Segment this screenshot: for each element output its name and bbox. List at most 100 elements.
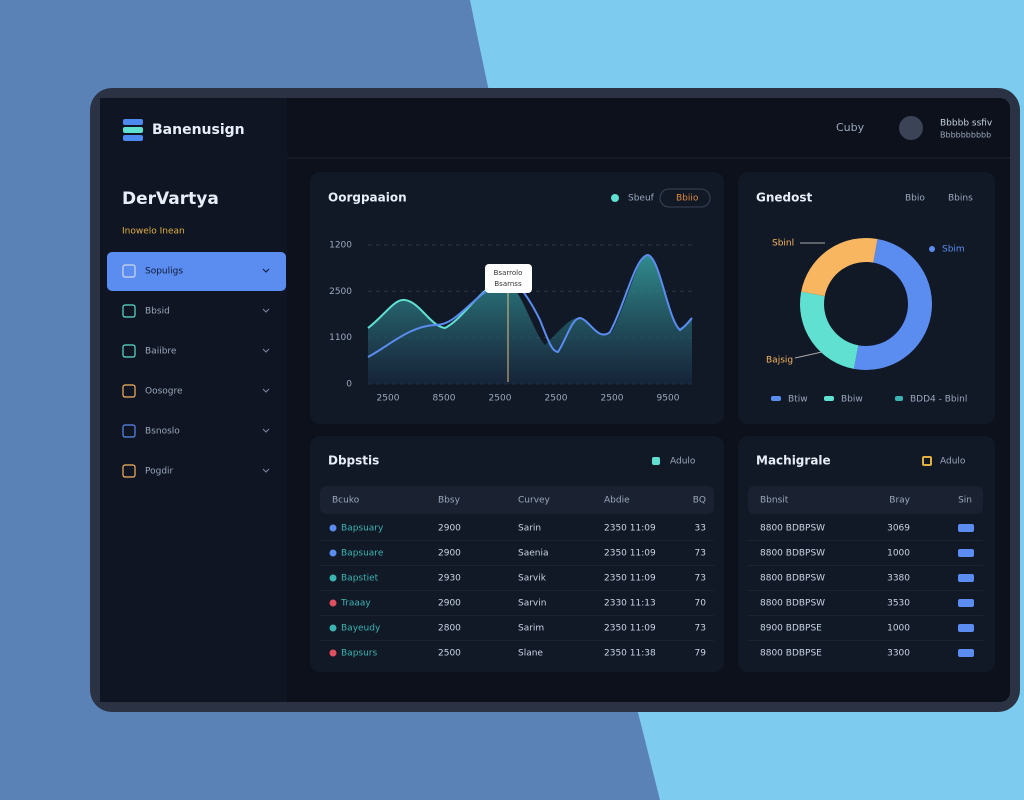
table-cell: 79 [695, 649, 707, 659]
sidebar [100, 98, 287, 702]
column-header: Curvey [518, 496, 551, 506]
table-cell: 1000 [887, 549, 910, 559]
table-cell: 8800 BDBPSW [760, 599, 825, 609]
status-pill[interactable] [958, 624, 974, 632]
table-cell: Slane [518, 649, 543, 659]
logo [123, 135, 143, 141]
x-tick-label: 2500 [489, 394, 512, 404]
table-cell: 3380 [887, 574, 910, 584]
nav-item[interactable]: Sopuligs [145, 267, 183, 277]
user-role: Bbbbbbbbbb [940, 131, 991, 140]
table-cell: 2930 [438, 574, 461, 584]
logo [123, 119, 143, 125]
card [738, 172, 995, 424]
tooltip-text: Bsarrolo [494, 269, 523, 277]
table-cell: 2350 11:09 [604, 624, 656, 634]
table-cell: Bapsuary [341, 524, 384, 534]
nav-icon [122, 464, 136, 478]
sidebar-title: DerVartya [122, 189, 219, 209]
legend-icon [922, 456, 932, 466]
y-tick-label: 1100 [329, 333, 352, 343]
column-header: Bray [889, 496, 910, 506]
status-dot [329, 599, 337, 607]
legend-label: Adulo [670, 457, 696, 467]
table-cell: 2350 11:09 [604, 524, 656, 534]
column-header: Bcuko [332, 496, 360, 506]
table-header [320, 486, 714, 514]
donut-label: Sbim [942, 245, 965, 255]
line [367, 253, 693, 358]
legend-label: BDD4 - Bbinl [910, 395, 967, 405]
nav-icon [122, 344, 136, 358]
table-cell: Sarvin [518, 599, 546, 609]
table-cell: 2500 [438, 649, 461, 659]
search[interactable]: Cuby [836, 121, 865, 134]
nav-active [107, 252, 286, 291]
legend-dot [611, 194, 619, 202]
card-title: Gnedost [756, 191, 813, 205]
user-name: Bbbbb ssfiv [940, 119, 993, 129]
nav-item[interactable]: Baiibre [145, 347, 177, 357]
table-cell: 8800 BDBPSW [760, 524, 825, 534]
column-header: Abdie [604, 496, 630, 506]
card-title: Dbpstis [328, 454, 379, 468]
x-tick-label: 9500 [657, 394, 680, 404]
nav-icon [122, 264, 136, 278]
status-dot [329, 649, 337, 657]
tooltip [485, 264, 532, 293]
status-pill[interactable] [958, 574, 974, 582]
x-tick-label: 8500 [433, 394, 456, 404]
table-cell: 73 [695, 624, 706, 634]
status-pill[interactable] [958, 524, 974, 532]
table-cell: 3300 [887, 649, 910, 659]
brand: Banenusign [152, 122, 245, 138]
table-cell: Bayeudy [341, 624, 381, 634]
x-tick-label: 2500 [601, 394, 624, 404]
legend-dot [652, 457, 660, 465]
nav-chevron [262, 428, 270, 433]
y-tick-label: 2500 [329, 287, 352, 297]
nav-icon [122, 384, 136, 398]
legend-pill[interactable] [659, 188, 711, 208]
status-pill[interactable] [958, 549, 974, 557]
table-cell: 2330 11:13 [604, 599, 656, 609]
table-cell: 33 [695, 524, 706, 534]
callout-line [794, 351, 823, 359]
status-dot [329, 524, 337, 532]
card-action[interactable]: Bbins [948, 194, 973, 204]
donut-label: Bajsig [766, 356, 793, 366]
y-tick-label: 0 [346, 379, 352, 389]
sidebar-subtitle: Inowelo Inean [122, 227, 185, 237]
nav-item[interactable]: Bsnoslo [145, 427, 180, 437]
logo [123, 127, 143, 133]
avatar[interactable] [899, 116, 923, 140]
tooltip-text: Bsarnss [494, 280, 522, 288]
table-cell: 2350 11:09 [604, 574, 656, 584]
column-header: BQ [693, 496, 706, 506]
column-header: Bbnsit [760, 496, 789, 506]
x-tick-label: 2500 [545, 394, 568, 404]
status-pill[interactable] [958, 599, 974, 607]
table-cell: 73 [695, 549, 706, 559]
table-cell: Saenia [518, 549, 549, 559]
donut-segment [800, 238, 932, 370]
legend-label: Sbeuf [628, 194, 655, 204]
nav-item[interactable]: Bbsid [145, 307, 170, 317]
status-dot [329, 549, 337, 557]
legend-label: Adulo [940, 457, 966, 467]
table-cell: 2350 11:38 [604, 649, 656, 659]
legend-swatch [895, 396, 903, 401]
table-cell: 8800 BDBPSW [760, 574, 825, 584]
nav-icon [122, 424, 136, 438]
x-tick-label: 2500 [377, 394, 400, 404]
table-cell: 3069 [887, 524, 910, 534]
column-header: Sin [958, 496, 972, 506]
card-action[interactable]: Bbio [905, 194, 925, 204]
status-pill[interactable] [958, 649, 974, 657]
card-title: Oorgpaaion [328, 191, 407, 205]
nav-item[interactable]: Pogdir [145, 467, 174, 477]
nav-item[interactable]: Oosogre [145, 387, 183, 397]
table-cell: Bapsurs [341, 649, 377, 659]
nav-chevron [262, 348, 270, 353]
table-cell: Sarin [518, 524, 541, 534]
